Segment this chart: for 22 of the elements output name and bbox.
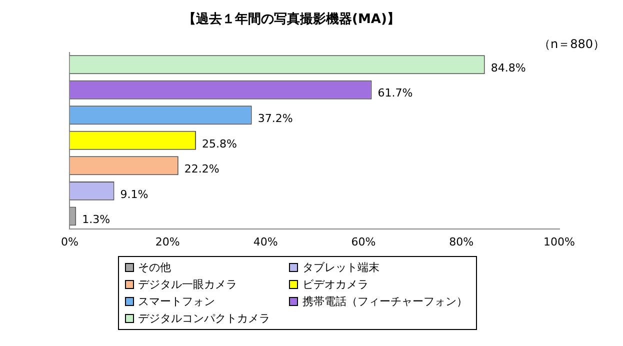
data-label: 61.7%	[378, 86, 413, 100]
x-tick-label: 100%	[544, 235, 576, 248]
legend-label: デジタルコンパクトカメラ	[138, 311, 270, 326]
data-label: 9.1%	[120, 188, 148, 201]
legend-label: デジタル一眼カメラ	[138, 277, 237, 292]
x-tick-label: 20%	[155, 235, 180, 248]
x-tick-label: 80%	[449, 235, 474, 248]
x-tick-label: 40%	[253, 235, 278, 248]
x-tick-label: 60%	[351, 235, 376, 248]
data-label: 84.8%	[490, 61, 526, 74]
data-label: 22.2%	[184, 162, 220, 176]
chart-title: 【過去１年間の写真撮影機器(MA)】	[182, 11, 401, 28]
legend-label: その他	[138, 260, 171, 275]
data-label: 25.8%	[202, 137, 237, 150]
text: （n＝880）	[538, 36, 605, 53]
legend-label: ビデオカメラ	[302, 277, 368, 292]
legend-label: 携帯電話（フィーチャーフォン）	[302, 294, 468, 309]
data-label: 1.3%	[82, 213, 110, 226]
legend-label: スマートフォン	[138, 294, 215, 309]
data-label: 37.2%	[258, 112, 293, 125]
legend-label: タブレット端末	[302, 260, 380, 275]
x-tick-label: 0%	[61, 235, 78, 248]
